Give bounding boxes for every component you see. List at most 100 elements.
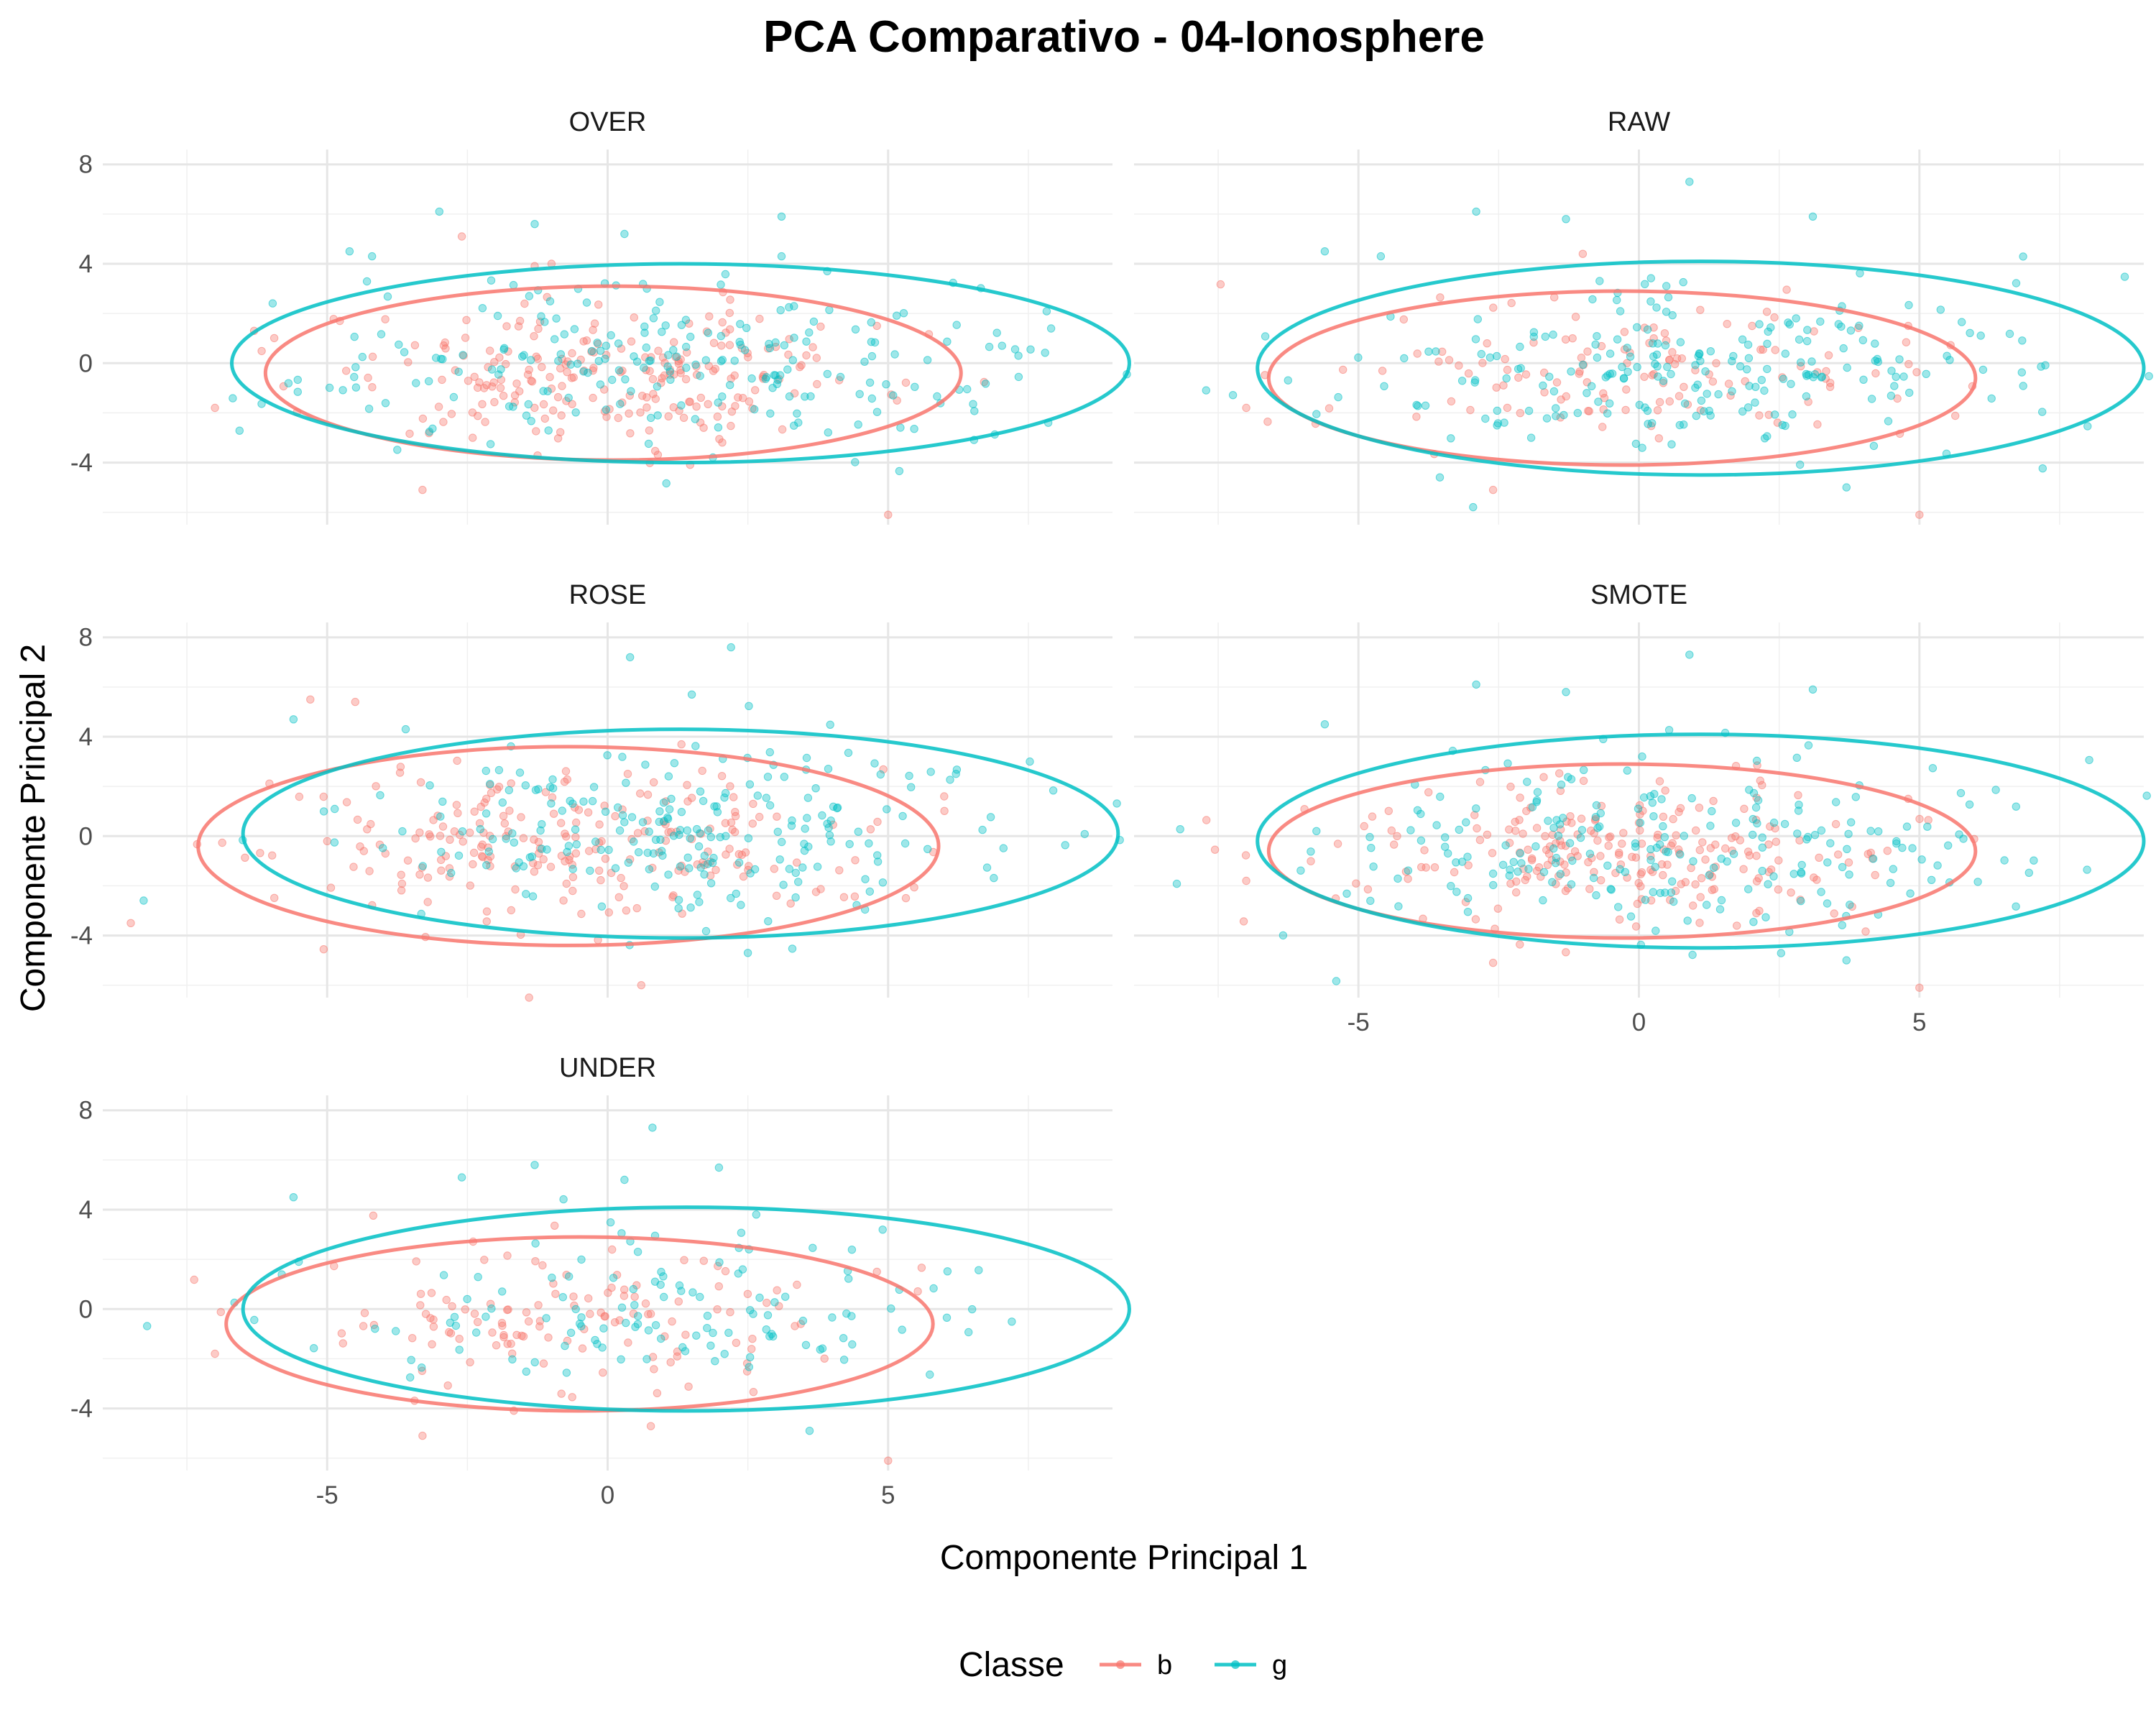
data-point-g	[510, 838, 518, 847]
data-point-g	[1545, 372, 1554, 381]
data-point-g	[1715, 905, 1725, 914]
data-point-b	[548, 793, 557, 802]
data-point-b	[453, 756, 461, 765]
facet-panel-raw: RAW	[1134, 107, 2153, 525]
data-point-b	[808, 343, 817, 351]
data-point-g	[500, 344, 509, 352]
data-point-g	[648, 1123, 657, 1132]
data-point-g	[1689, 857, 1697, 866]
data-point-g	[1652, 843, 1661, 852]
data-point-g	[710, 802, 719, 811]
data-point-g	[1641, 896, 1650, 904]
data-point-g	[1656, 840, 1664, 849]
data-point-g	[1667, 888, 1676, 897]
data-point-b	[1631, 922, 1641, 931]
data-point-g	[582, 298, 591, 307]
data-point-g	[943, 1267, 952, 1276]
data-point-b	[1424, 788, 1433, 797]
data-point-b	[1621, 405, 1630, 415]
data-point-g	[660, 816, 668, 826]
data-point-g	[1688, 950, 1697, 960]
data-point-g	[824, 428, 833, 437]
data-point-g	[1869, 441, 1879, 451]
data-point-g	[2019, 382, 2027, 390]
data-point-b	[427, 1289, 436, 1297]
data-point-g	[926, 768, 935, 776]
data-point-g	[1908, 844, 1917, 852]
data-point-g	[1991, 786, 2000, 794]
data-point-g	[1846, 326, 1856, 335]
data-point-g	[1447, 882, 1455, 891]
data-point-g	[620, 1175, 629, 1184]
data-point-g	[1646, 845, 1655, 854]
data-point-g	[1608, 369, 1617, 378]
data-point-g	[351, 363, 360, 372]
data-point-g	[2041, 361, 2050, 369]
data-point-b	[1605, 833, 1613, 842]
data-point-b	[481, 418, 489, 426]
y-tick-label: 8	[79, 1097, 93, 1125]
data-point-g	[530, 1358, 539, 1367]
data-point-g	[577, 1313, 586, 1322]
data-point-g	[706, 879, 716, 888]
data-point-g	[851, 458, 860, 466]
data-point-g	[1649, 888, 1658, 896]
data-point-g	[992, 328, 1001, 337]
data-point-b	[1669, 814, 1677, 824]
data-point-g	[933, 392, 941, 401]
data-point-b	[600, 1312, 609, 1321]
data-point-g	[406, 1373, 415, 1382]
data-point-g	[330, 838, 339, 847]
data-point-b	[1604, 842, 1613, 850]
data-point-g	[721, 270, 730, 279]
data-point-g	[1653, 362, 1662, 371]
data-point-g	[642, 343, 650, 352]
data-point-g	[454, 851, 464, 860]
data-point-g	[1729, 351, 1738, 361]
data-point-g	[1858, 336, 1868, 344]
data-point-g	[528, 852, 536, 861]
data-point-g	[1524, 406, 1534, 415]
data-point-g	[618, 811, 627, 819]
data-point-g	[1654, 339, 1662, 348]
data-point-g	[488, 834, 497, 844]
data-point-b	[1561, 335, 1570, 344]
data-point-g	[615, 826, 625, 835]
data-point-g	[1803, 326, 1812, 334]
data-point-b	[1618, 840, 1626, 848]
data-point-b	[1447, 397, 1456, 406]
data-point-b	[1596, 852, 1605, 860]
data-point-b	[1689, 901, 1697, 910]
data-point-b	[614, 893, 623, 902]
data-point-b	[523, 370, 533, 379]
data-point-g	[873, 857, 883, 866]
data-point-g	[566, 1328, 576, 1338]
data-point-b	[1861, 927, 1870, 936]
data-point-g	[709, 1328, 717, 1338]
data-point-b	[461, 1305, 469, 1314]
data-point-b	[495, 353, 504, 362]
data-point-g	[621, 375, 630, 384]
data-point-b	[802, 351, 811, 360]
data-point-g	[736, 341, 745, 349]
data-point-g	[630, 837, 638, 846]
data-point-g	[650, 1277, 660, 1286]
data-point-b	[1387, 826, 1396, 835]
data-point-g	[459, 351, 467, 359]
data-point-b	[486, 832, 494, 840]
data-point-g	[763, 1311, 773, 1320]
data-point-g	[1842, 483, 1851, 492]
data-point-b	[558, 382, 566, 390]
data-point-g	[1723, 857, 1731, 866]
data-point-g	[1749, 830, 1757, 840]
data-point-g	[657, 1267, 665, 1276]
data-point-g	[398, 827, 407, 836]
data-point-g	[395, 340, 403, 349]
data-point-g	[785, 392, 794, 401]
data-point-g	[1794, 806, 1803, 815]
data-point-g	[695, 898, 704, 906]
data-point-b	[1560, 860, 1569, 869]
data-point-b	[644, 1310, 653, 1319]
data-point-g	[1745, 786, 1754, 794]
data-point-g	[293, 375, 302, 385]
